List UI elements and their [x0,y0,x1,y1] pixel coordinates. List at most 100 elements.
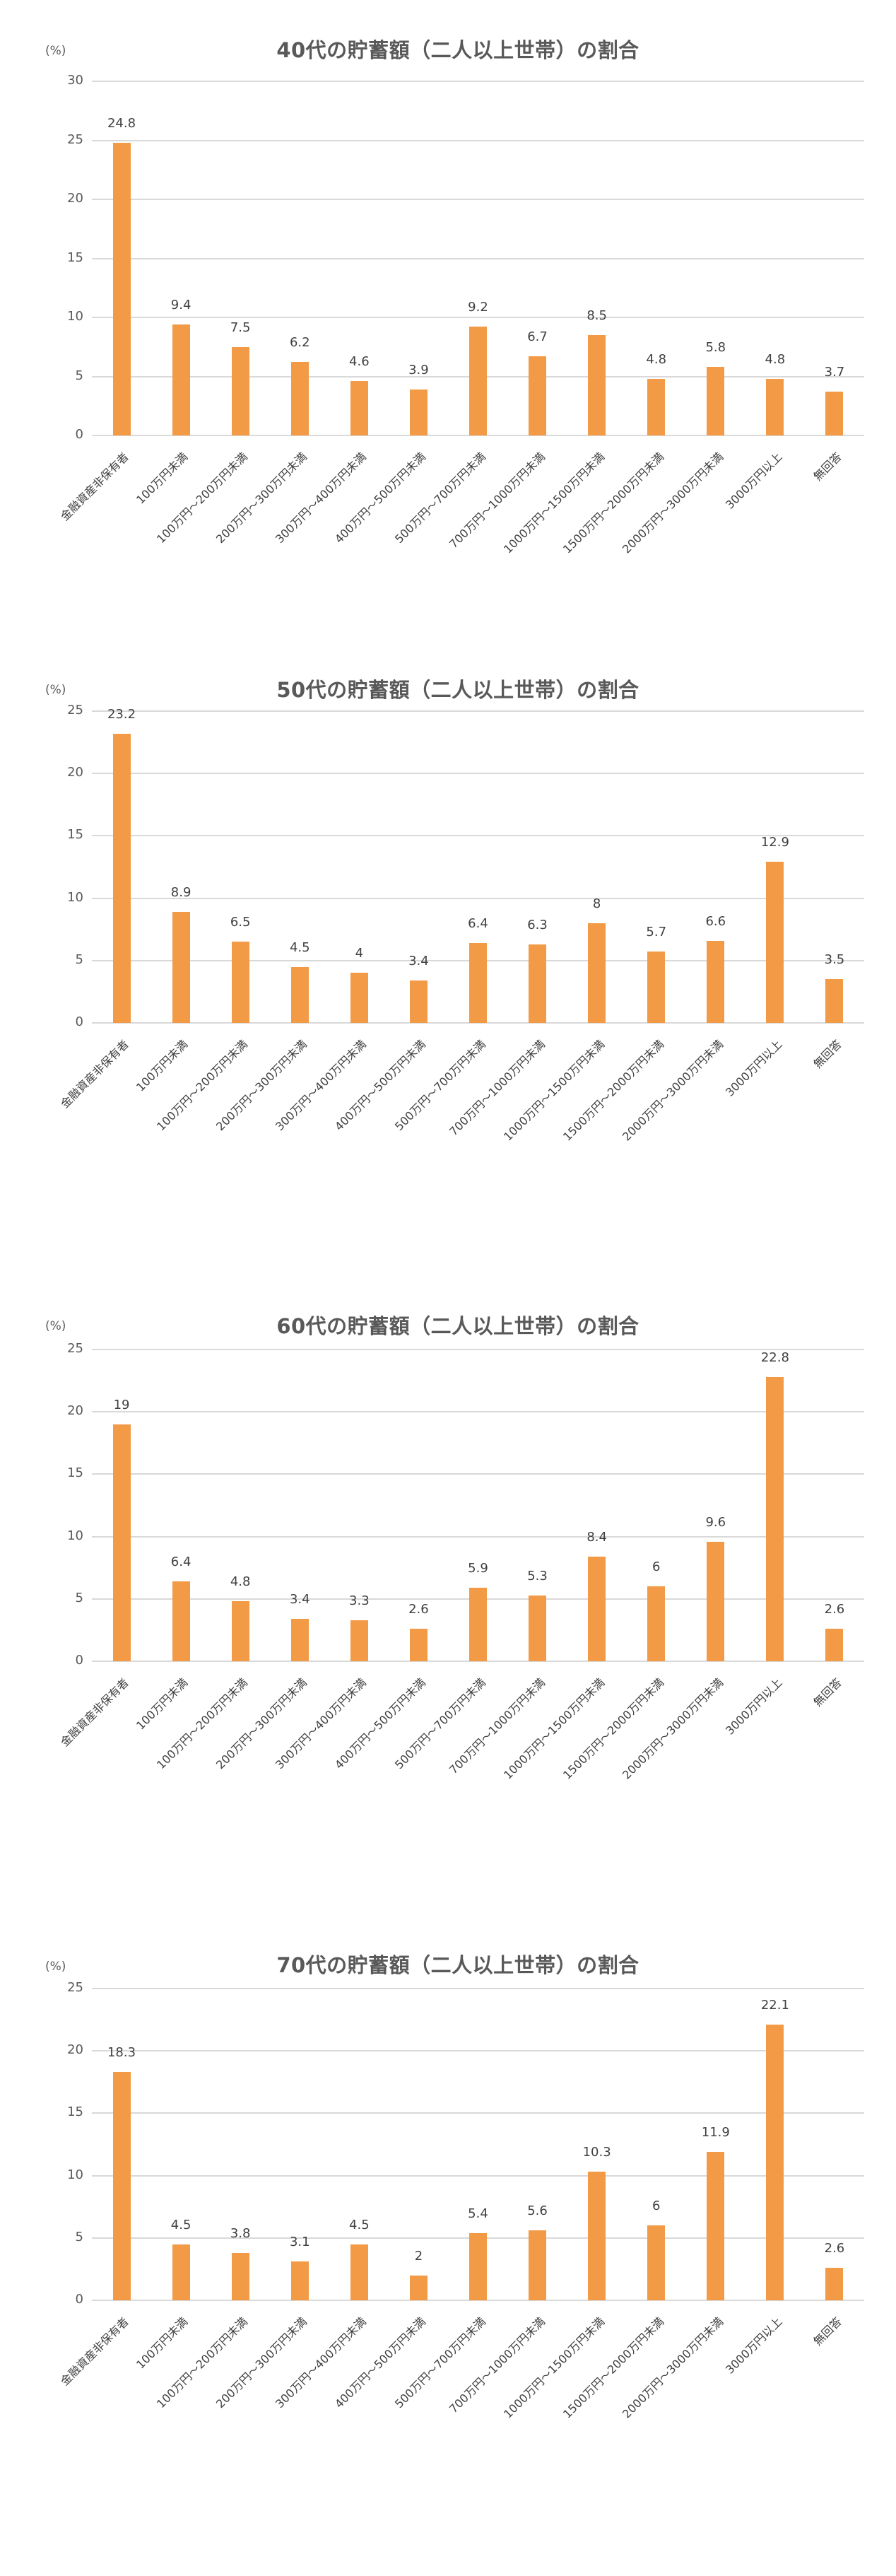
x-tick-label: 無回答 [810,2314,844,2348]
bar [350,2244,368,2300]
plot-area: 0 5 10 15 20 25 19 金融資産非保有者 6.4 100万円未満 4.8 100万円～2… [58,1341,864,1782]
y-axis-unit-label: (%) [45,683,66,697]
plot-area: 0 5 10 15 20 25 18.3 金融資産非保有者 4.5 100万円未満 3.8 100万円… [58,1980,864,2421]
bar [766,862,784,1023]
chart-title: 50代の貯蓄額（二人以上世帯）の割合 [276,678,639,702]
y-tick-label: 0 [75,1653,83,1668]
x-tick-label: 1000万円～1500万円未満 [500,450,607,556]
y-axis-unit-label: (%) [45,44,66,58]
x-tick-label: 金融資産非保有者 [57,2314,131,2389]
bar [825,979,844,1023]
data-label: 5.7 [646,925,667,940]
data-label: 9.6 [705,1514,726,1530]
bar [409,389,428,435]
y-tick-label: 15 [67,1465,83,1481]
data-label: 3.7 [824,365,845,380]
data-label: 8 [592,896,601,911]
data-label: 6.4 [468,916,488,932]
x-tick-label: 1500万円～2000万円未満 [560,2314,666,2421]
bar [707,2152,725,2300]
x-tick-label: 100万円未満 [134,1675,191,1733]
x-tick-label: 2000万円～3000万円未満 [619,1037,726,1144]
bar [529,356,547,435]
bar [112,733,131,1023]
data-label: 12.9 [760,835,789,850]
y-tick-label: 0 [75,2292,83,2307]
gridline [92,897,864,899]
x-tick-label: 1500万円～2000万円未満 [560,1675,666,1782]
y-tick-label: 25 [67,131,83,147]
gridline [92,81,864,82]
bar [825,2268,844,2300]
bar [290,1619,309,1661]
x-tick-label: 1500万円～2000万円未満 [560,450,666,556]
x-tick-label: 2000万円～3000万円未満 [619,2314,726,2421]
x-tick-label: 1000万円～1500万円未満 [500,1037,607,1144]
gridline [92,2300,864,2301]
data-label: 9.4 [170,298,191,313]
bar [588,2172,606,2300]
bar [350,973,368,1023]
gridline [92,1349,864,1350]
data-label: 22.1 [760,1998,789,2013]
data-label: 2 [414,2248,423,2264]
bar [529,2230,547,2300]
plot-area: 0 5 10 15 20 25 23.2 金融資産非保有者 8.9 100万円未満 6.5 100万円… [58,703,864,1144]
data-label: 3.1 [289,2235,310,2250]
bar [231,942,249,1023]
bar [350,1620,368,1661]
bar [350,381,368,435]
bar [112,2072,131,2300]
bar [112,142,131,435]
x-tick-label: 金融資産非保有者 [57,1675,131,1750]
bar [112,1424,131,1661]
y-tick-label: 10 [67,1528,83,1543]
data-label: 19 [113,1397,130,1412]
data-label: 5.3 [527,1568,548,1583]
data-label: 2.6 [408,1602,429,1617]
bar [647,2225,666,2300]
y-tick-label: 20 [67,765,83,780]
gridline [92,139,864,141]
data-label: 4.6 [349,354,370,370]
data-label: 8.5 [586,308,607,324]
y-tick-label: 10 [67,2167,83,2182]
data-label: 6.3 [527,917,548,932]
y-tick-label: 30 [67,73,83,88]
bar [172,1581,190,1661]
data-label: 22.8 [760,1350,789,1365]
x-tick-label: 2000万円～3000万円未満 [619,450,726,556]
bar [290,2261,309,2300]
gridline [92,317,864,318]
y-tick-label: 20 [67,2042,83,2058]
data-label: 6.4 [170,1555,191,1570]
bar [647,378,666,435]
x-tick-label: 無回答 [810,450,844,484]
bar [529,1595,547,1661]
data-label: 3.3 [349,1593,370,1608]
data-label: 2.6 [824,1602,845,1617]
y-tick-label: 5 [75,2229,83,2244]
x-tick-label: 金融資産非保有者 [57,1037,131,1111]
gridline [92,1022,864,1024]
y-tick-label: 10 [67,309,83,324]
bar [469,1587,487,1661]
data-label: 3.4 [289,1592,310,1608]
data-label: 7.5 [230,320,251,335]
x-tick-label: 100万円未満 [134,2314,191,2372]
gridline [92,835,864,837]
y-tick-label: 15 [67,2104,83,2120]
gridline [92,257,864,259]
x-tick-label: 1500万円～2000万円未満 [560,1037,666,1144]
data-label: 2.6 [824,2241,845,2256]
gridline [92,2174,864,2177]
data-label: 6.2 [289,335,310,351]
data-label: 11.9 [701,2125,730,2141]
gridline [92,710,864,712]
data-label: 23.2 [107,706,136,722]
data-label: 8.4 [586,1529,607,1545]
y-tick-label: 25 [67,703,83,718]
bar [231,1601,249,1661]
chart-title: 70代の貯蓄額（二人以上世帯）の割合 [276,1953,639,1977]
bar [231,346,249,435]
